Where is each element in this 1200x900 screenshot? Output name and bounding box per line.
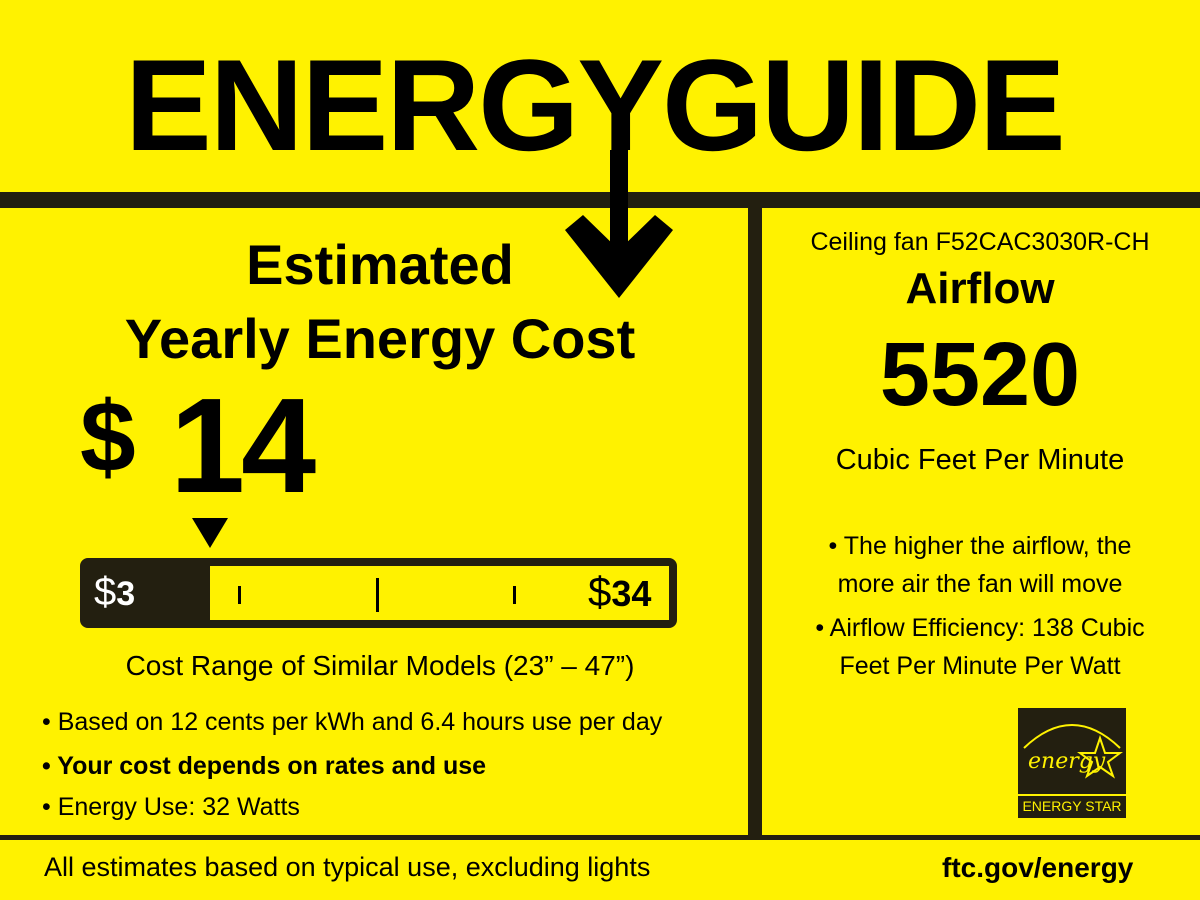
cost-amount: 14 (170, 370, 316, 521)
airflow-bullet-1: • The higher the airflow, the (828, 532, 1132, 560)
cost-marker-icon (192, 518, 228, 548)
range-max: $34 (588, 568, 652, 615)
vertical-divider (748, 208, 762, 838)
airflow-unit: Cubic Feet Per Minute (835, 444, 1125, 476)
footer-link[interactable]: ftc.gov/energy (942, 852, 1134, 883)
cost-heading-line1: Estimated (246, 233, 514, 296)
energy-star-logo: energy ENERGY STAR (1018, 708, 1126, 818)
cost-range-fill (88, 566, 210, 620)
airflow-bullet-1b: more air the fan will move (837, 570, 1123, 598)
range-tick (513, 586, 516, 604)
note-rate: • Based on 12 cents per kWh and 6.4 hour… (42, 708, 663, 736)
airflow-bullet-2b: Feet Per Minute Per Watt (839, 652, 1121, 680)
range-tick (238, 586, 241, 604)
airflow-bullet-2: • Airflow Efficiency: 138 Cubic (815, 614, 1145, 642)
top-divider (0, 192, 1200, 208)
range-min: $3 (94, 570, 136, 614)
energy-star-name: ENERGY STAR (1018, 794, 1126, 814)
cost-heading-line2: Yearly Energy Cost (124, 307, 636, 370)
cost-range-label: Cost Range of Similar Models (23” – 47”) (125, 650, 635, 681)
note-cost-depends: • Your cost depends on rates and use (42, 752, 487, 780)
bottom-divider (0, 835, 1200, 840)
footer-disclaimer: All estimates based on typical use, excl… (44, 852, 651, 882)
cost-range-bar: $3 $34 (80, 558, 677, 628)
energy-star-icon: energy (1023, 724, 1123, 779)
arrow-down-icon (565, 150, 673, 298)
range-tick (376, 578, 379, 612)
airflow-value: 5520 (879, 325, 1081, 425)
energyguide-title: ENERGYGUIDE (125, 32, 1066, 178)
cost-currency: $ (80, 381, 136, 493)
note-energy-use: • Energy Use: 32 Watts (42, 793, 300, 821)
airflow-label: Airflow (905, 264, 1055, 313)
product-line: Ceiling fan F52CAC3030R-CH (810, 228, 1150, 256)
